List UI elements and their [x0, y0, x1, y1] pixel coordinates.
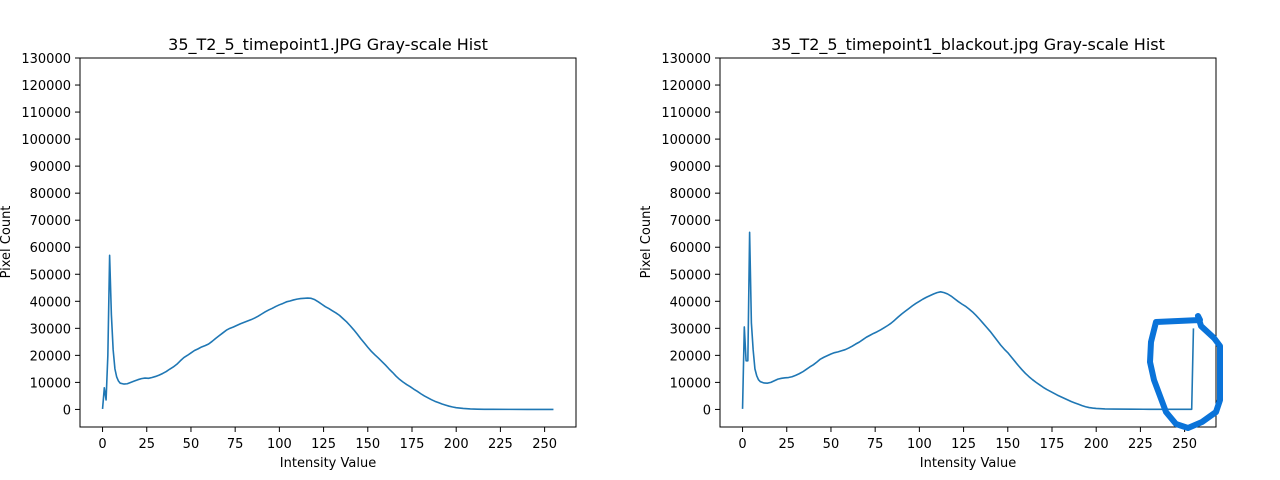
left-y-tick-label: 60000	[30, 241, 71, 256]
right-y-tick-label: 80000	[670, 187, 711, 202]
right-x-tick-label: 250	[1172, 437, 1197, 452]
left-y-tick-label: 70000	[30, 214, 71, 229]
left-x-tick-label: 0	[98, 437, 106, 452]
left-y-tick-label: 120000	[21, 79, 71, 94]
right-x-tick-label: 75	[867, 437, 884, 452]
left-y-tick-label: 80000	[30, 187, 71, 202]
right-x-tick-label: 50	[823, 437, 840, 452]
right-histogram-line	[741, 231, 1195, 411]
annotation-highlight-stroke	[1147, 313, 1223, 431]
right-y-tick-label: 40000	[670, 295, 711, 310]
right-y-tick-label: 130000	[661, 52, 711, 67]
right-x-axis-label: Intensity Value	[920, 456, 1016, 471]
left-x-tick-label: 200	[444, 437, 469, 452]
right-x-tick-label: 200	[1084, 437, 1109, 452]
right-y-tick-label: 50000	[670, 268, 711, 283]
right-x-tick-label: 125	[951, 437, 976, 452]
left-x-tick-label: 250	[532, 437, 557, 452]
right-y-tick-label: 70000	[670, 214, 711, 229]
left-y-axis-label: Pixel Count	[0, 206, 14, 279]
left-histogram-line	[101, 254, 554, 411]
left-y-tick-label: 40000	[30, 295, 71, 310]
left-x-ticks: 0 25 50 75 100 125 150 175 200 225 250	[98, 427, 557, 452]
right-y-tick-label: 110000	[661, 106, 711, 121]
right-y-ticks: 0 10000 20000 30000 40000 50000 60000 70000 8000…	[661, 52, 720, 418]
left-y-tick-label: 130000	[21, 52, 71, 67]
left-y-tick-label: 30000	[30, 322, 71, 337]
right-x-tick-label: 0	[738, 437, 746, 452]
left-x-tick-label: 225	[488, 437, 513, 452]
left-series-group	[101, 254, 554, 411]
left-y-tick-label: 0	[63, 403, 71, 418]
left-y-tick-label: 10000	[30, 376, 71, 391]
right-y-tick-label: 30000	[670, 322, 711, 337]
left-y-tick-label: 110000	[21, 106, 71, 121]
right-x-tick-label: 225	[1128, 437, 1153, 452]
left-axes-frame	[79, 57, 577, 428]
right-y-tick-label: 10000	[670, 376, 711, 391]
right-y-tick-label: 100000	[661, 133, 711, 148]
right-series-group	[741, 231, 1195, 411]
left-chart-title: 35_T2_5_timepoint1.JPG Gray-scale Hist	[168, 35, 488, 55]
right-histogram: 35_T2_5_timepoint1_blackout.jpg Gray-sca…	[639, 35, 1223, 471]
right-y-tick-label: 120000	[661, 79, 711, 94]
left-x-tick-label: 125	[311, 437, 336, 452]
right-y-tick-label: 90000	[670, 160, 711, 175]
right-y-axis-label: Pixel Count	[639, 206, 654, 279]
right-x-tick-label: 150	[995, 437, 1020, 452]
left-x-axis-label: Intensity Value	[280, 456, 376, 471]
right-chart-title: 35_T2_5_timepoint1_blackout.jpg Gray-sca…	[771, 35, 1165, 55]
right-y-tick-label: 60000	[670, 241, 711, 256]
left-y-tick-label: 20000	[30, 349, 71, 364]
right-x-tick-label: 175	[1040, 437, 1065, 452]
left-x-tick-label: 25	[138, 437, 155, 452]
left-x-tick-label: 100	[267, 437, 292, 452]
left-y-tick-label: 90000	[30, 160, 71, 175]
right-axes-frame	[719, 57, 1217, 428]
left-y-tick-label: 100000	[21, 133, 71, 148]
right-x-tick-label: 100	[907, 437, 932, 452]
left-y-ticks: 0 10000 20000 30000 40000 50000 60000 70000 8000…	[21, 52, 80, 418]
right-x-tick-label: 25	[778, 437, 795, 452]
left-x-tick-label: 75	[227, 437, 244, 452]
left-x-tick-label: 150	[355, 437, 380, 452]
left-x-tick-label: 50	[183, 437, 200, 452]
left-histogram: 35_T2_5_timepoint1.JPG Gray-scale Hist 0…	[0, 35, 577, 471]
right-y-tick-label: 0	[703, 403, 711, 418]
left-y-tick-label: 50000	[30, 268, 71, 283]
left-x-tick-label: 175	[400, 437, 425, 452]
right-y-tick-label: 20000	[670, 349, 711, 364]
